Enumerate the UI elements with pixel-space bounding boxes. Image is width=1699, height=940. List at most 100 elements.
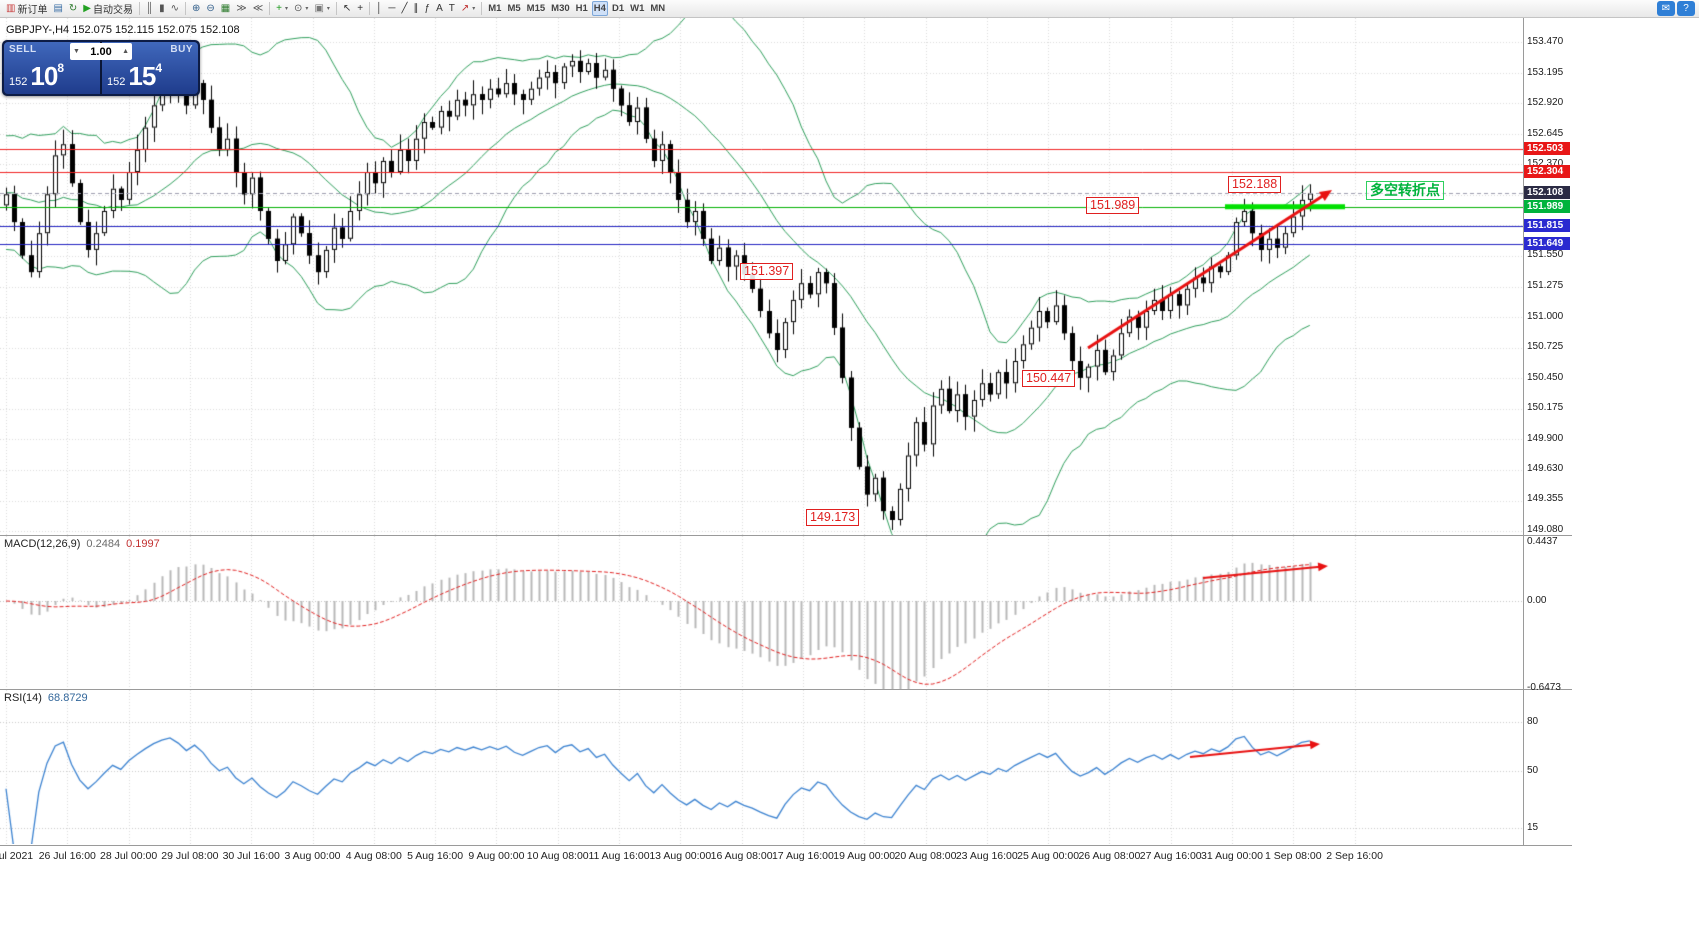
volume-down-icon[interactable]: ▼ xyxy=(73,48,80,55)
panel-separator[interactable] xyxy=(0,535,1572,536)
macd-label: MACD(12,26,9) 0.2484 0.1997 xyxy=(4,538,160,550)
toolbar-separator xyxy=(369,2,371,15)
indicators-button[interactable]: + ▾ xyxy=(274,1,290,16)
timeframe-w1-button[interactable]: W1 xyxy=(628,1,646,16)
cursor-button[interactable]: ↖ xyxy=(341,1,353,16)
fibonacci-icon: ƒ xyxy=(424,2,431,14)
toolbar-separator xyxy=(481,2,483,15)
vertical-line-button[interactable]: │ xyxy=(374,1,384,16)
macd-canvas[interactable] xyxy=(0,536,1523,689)
time-axis[interactable] xyxy=(0,845,1572,871)
turning-point-note[interactable]: 多空转折点 xyxy=(1366,181,1444,200)
zoom-out-icon: ⊖ xyxy=(206,2,215,14)
line-chart-icon: ∿ xyxy=(170,2,179,14)
template-icon: ▣ xyxy=(314,2,324,14)
auto-scroll-button[interactable]: ≫ xyxy=(234,1,248,16)
timeframe-m30-button[interactable]: M30 xyxy=(549,1,571,16)
symbol-info: GBPJPY-,H4 152.075 152.115 152.075 152.1… xyxy=(6,24,240,36)
macd-signal-value: 0.1997 xyxy=(126,538,160,550)
community-button[interactable]: ✉ xyxy=(1657,1,1675,16)
macd-name: MACD(12,26,9) xyxy=(4,538,81,550)
timeframe-m5-button-label: M5 xyxy=(507,3,521,14)
help-icon: ? xyxy=(1683,2,1689,14)
templates-button[interactable]: ▣ ▾ xyxy=(312,1,331,16)
macd-panel: MACD(12,26,9) 0.2484 0.1997 xyxy=(0,536,1523,689)
chevron-down-icon: ▾ xyxy=(305,6,309,12)
cursor-icon: ↖ xyxy=(342,2,352,14)
toolbar-separator xyxy=(335,2,337,15)
channel-button[interactable]: ∥ xyxy=(412,1,421,16)
timeframe-mn-button[interactable]: MN xyxy=(648,1,667,16)
buy-label: BUY xyxy=(170,44,193,55)
timeframe-h4-button-label: H4 xyxy=(593,3,606,14)
chart-window-icon: ▤ xyxy=(53,2,63,14)
timeframe-d1-button-label: D1 xyxy=(611,3,625,14)
one-click-trading-panel: SELL 152 108 ▼ ▲ BUY 152 154 xyxy=(2,40,200,96)
rsi-name: RSI(14) xyxy=(4,692,42,704)
autotrade-button-label: 自动交易 xyxy=(93,5,133,16)
horizontal-line-button[interactable]: ─ xyxy=(386,1,397,16)
text-label-button[interactable]: T xyxy=(447,1,457,16)
sell-label: SELL xyxy=(9,44,37,55)
main-toolbar: ▥ 新订单 ▤ ↻ ▶ 自动交易 ║ ▮ ∿ ⊕ ⊖ ▦ ≫ ≪ + ▾ ⊙ ▾ ▣ ▾ ↖ + │ ─ ╱ ∥ ƒ A T ↗ ▾ M1 M5… xyxy=(0,0,1699,18)
rsi-panel: RSI(14) 68.8729 xyxy=(0,690,1523,844)
breakout-price-label[interactable]: 151.989 xyxy=(1086,197,1140,214)
bar-chart-button[interactable]: ║ xyxy=(144,1,155,16)
rsi-canvas[interactable] xyxy=(0,690,1523,844)
help-button[interactable]: ? xyxy=(1677,1,1695,16)
bottom-price-label[interactable]: 149.173 xyxy=(806,509,860,526)
chart-window-button[interactable]: ▤ xyxy=(51,1,64,16)
chart-shift-button[interactable]: ≪ xyxy=(251,1,265,16)
zoom-in-button[interactable]: ⊕ xyxy=(190,1,202,16)
autotrade-play-icon: ▶ xyxy=(83,2,91,14)
crosshair-icon: + xyxy=(357,2,364,14)
arrows-button[interactable]: ↗ ▾ xyxy=(459,1,477,16)
tile-windows-icon: ▦ xyxy=(220,2,231,14)
timeframe-m1-button[interactable]: M1 xyxy=(486,1,503,16)
mid-support-price-label[interactable]: 151.397 xyxy=(740,263,794,280)
bar-chart-icon: ║ xyxy=(146,2,154,14)
tile-windows-button[interactable]: ▦ xyxy=(219,1,232,16)
timeframe-mn-button-label: MN xyxy=(650,3,666,14)
fibonacci-button[interactable]: ƒ xyxy=(423,1,433,16)
timeframe-m30-button-label: M30 xyxy=(551,3,570,14)
autotrade-button[interactable]: ▶ 自动交易 xyxy=(81,1,135,16)
line-chart-button[interactable]: ∿ xyxy=(169,1,181,16)
sell-price: 152 108 xyxy=(9,61,65,91)
zoom-out-button[interactable]: ⊖ xyxy=(204,1,216,16)
candlestick-chart-button[interactable]: ▮ xyxy=(157,1,167,16)
timeframe-m5-button[interactable]: M5 xyxy=(505,1,522,16)
candlestick-icon: ▮ xyxy=(159,2,165,14)
arrow-object-icon: ↗ xyxy=(460,2,470,14)
horizontal-line-icon: ─ xyxy=(388,2,396,14)
periods-button[interactable]: ⊙ ▾ xyxy=(292,1,310,16)
macd-main-value: 0.2484 xyxy=(86,538,121,550)
trendline-icon: ╱ xyxy=(401,2,408,14)
volume-stepper[interactable]: ▼ ▲ xyxy=(70,43,132,60)
timeframe-m15-button[interactable]: M15 xyxy=(525,1,547,16)
volume-up-icon[interactable]: ▲ xyxy=(122,48,129,55)
toolbar-separator xyxy=(139,2,140,15)
mail-icon: ✉ xyxy=(1661,2,1671,14)
text-icon: A xyxy=(436,2,443,14)
timeframe-h4-button[interactable]: H4 xyxy=(591,1,608,16)
panel-separator[interactable] xyxy=(0,689,1572,690)
new-order-button[interactable]: ▥ 新订单 xyxy=(4,1,49,16)
vertical-line-icon: │ xyxy=(376,2,383,14)
refresh-icon: ↻ xyxy=(68,2,78,14)
trendline-button[interactable]: ╱ xyxy=(399,1,409,16)
text-button[interactable]: A xyxy=(434,1,445,16)
high-price-label[interactable]: 152.188 xyxy=(1228,176,1282,193)
text-label-icon: T xyxy=(448,2,455,14)
crosshair-button[interactable]: + xyxy=(355,1,365,16)
price-axis[interactable] xyxy=(1523,18,1572,845)
timeframe-h1-button[interactable]: H1 xyxy=(574,1,590,16)
swing-low-price-label[interactable]: 150.447 xyxy=(1022,370,1076,387)
equidistant-channel-icon: ∥ xyxy=(413,2,419,14)
timeframe-d1-button[interactable]: D1 xyxy=(610,1,626,16)
chevron-down-icon: ▾ xyxy=(326,6,330,12)
timeframe-m15-button-label: M15 xyxy=(526,3,546,14)
refresh-button[interactable]: ↻ xyxy=(67,1,79,16)
volume-input[interactable] xyxy=(84,45,118,58)
